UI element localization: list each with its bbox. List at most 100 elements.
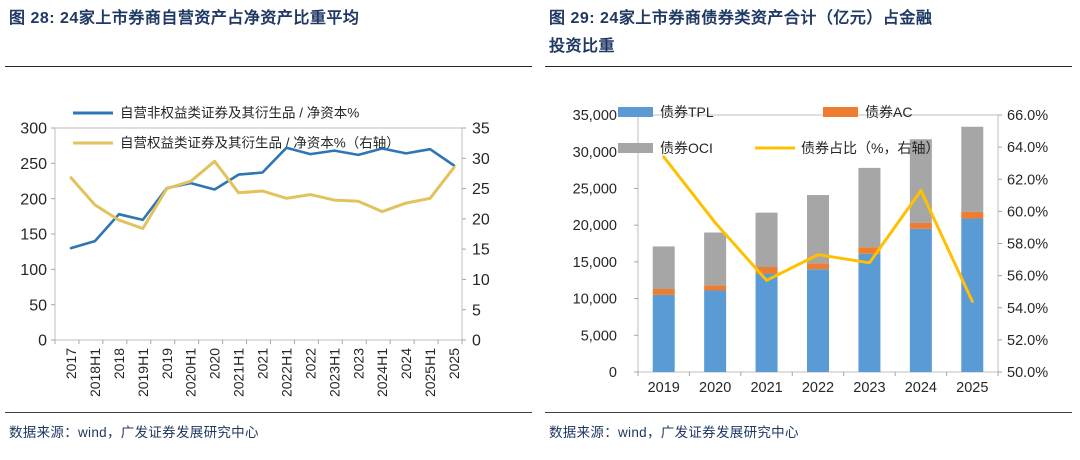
svg-text:2019H1: 2019H1: [135, 348, 151, 397]
fig29-x-labels: 2019 2020 2021 2022 2023 2024 2025: [648, 380, 989, 396]
svg-text:自营非权益类证券及其衍生品 / 净资本%: 自营非权益类证券及其衍生品 / 净资本%: [120, 105, 359, 121]
svg-text:0: 0: [609, 365, 617, 381]
figure-29-title-line2: 投资比重: [549, 38, 616, 55]
svg-text:债券AC: 债券AC: [865, 104, 912, 120]
svg-text:20,000: 20,000: [573, 218, 617, 234]
svg-text:2025H1: 2025H1: [422, 348, 438, 397]
svg-text:2024: 2024: [905, 380, 937, 396]
svg-text:2023H1: 2023H1: [326, 348, 342, 397]
figure-29-title: 图 29: 24家上市券商债券类资产合计（亿元）占金融 投资比重: [549, 5, 1070, 61]
fig29-canvas: 0 5,000 10,000 15,000 20,000 25,000 30,000 35,0…: [573, 104, 1049, 396]
figure-29-chart: 0 5,000 10,000 15,000 20,000 25,000 30,000 35,0…: [540, 75, 1080, 410]
fig28-series-1: [69, 146, 456, 250]
svg-text:2025: 2025: [956, 380, 988, 396]
svg-text:2023: 2023: [853, 380, 885, 396]
fig28-x-labels: 2017 2018H1 2018 2019H1 2019 2020H1 2020 2021H1…: [63, 348, 462, 397]
fig29-bar-2019-s1: [652, 289, 675, 295]
fig28-legend: 自营非权益类证券及其衍生品 / 净资本% 自营权益类证券及其衍生品 / 净资本%（…: [73, 105, 400, 151]
svg-text:2020H1: 2020H1: [183, 348, 199, 397]
svg-text:2019: 2019: [648, 380, 680, 396]
fig29-bar-2024-s0: [909, 228, 932, 372]
svg-text:债券占比（%，右轴）: 债券占比（%，右轴）: [801, 140, 939, 156]
figure-28-title-rule: [5, 66, 532, 67]
svg-text:2022: 2022: [802, 380, 834, 396]
svg-text:50: 50: [29, 297, 47, 314]
figure-28-title: 图 28: 24家上市券商自营资产占净资产比重平均: [9, 5, 530, 33]
svg-text:2021: 2021: [750, 380, 782, 396]
svg-text:25: 25: [472, 181, 490, 198]
svg-text:2021: 2021: [255, 348, 271, 379]
fig29-bar-2023-s2: [858, 167, 881, 248]
fig29-bar-2019-s0: [652, 294, 675, 372]
svg-text:2025: 2025: [446, 348, 462, 379]
svg-text:66.0%: 66.0%: [1007, 108, 1048, 124]
svg-text:自营权益类证券及其衍生品 / 净资本%（右轴）: 自营权益类证券及其衍生品 / 净资本%（右轴）: [120, 135, 400, 151]
fig29-bar-2023-s1: [858, 247, 881, 254]
svg-text:2024H1: 2024H1: [374, 348, 390, 397]
svg-text:0: 0: [38, 333, 47, 350]
fig29-bar-2019-s2: [652, 246, 675, 290]
svg-text:25,000: 25,000: [573, 182, 617, 198]
svg-text:2018: 2018: [111, 348, 127, 379]
svg-text:2024: 2024: [398, 348, 414, 379]
figure-29-panel: 图 29: 24家上市券商债券类资产合计（亿元）占金融 投资比重 0 5,000 1…: [540, 0, 1080, 460]
svg-text:50.0%: 50.0%: [1007, 365, 1048, 381]
svg-text:250: 250: [20, 156, 47, 173]
svg-text:2023: 2023: [350, 348, 366, 379]
fig29-bar-2025-s1: [961, 211, 984, 219]
fig29-bar-2025-s0: [961, 218, 984, 372]
fig29-bar-2022-s0: [807, 269, 829, 372]
svg-text:35: 35: [472, 121, 490, 138]
svg-text:0: 0: [472, 333, 481, 350]
svg-text:2019: 2019: [159, 348, 175, 379]
fig28-axes: 0 50 100 150 200 250 300 0 5 10 15 20 25 30 35: [20, 121, 490, 350]
fig29-bar-2020-s2: [704, 232, 727, 286]
figure-29-source-rule: [545, 412, 1072, 413]
figure-28-title-line1: 图 28: 24家上市券商自营资产占净资产比重平均: [9, 10, 360, 27]
svg-text:20: 20: [472, 211, 490, 228]
fig29-bar-2025-s2: [961, 126, 984, 212]
svg-text:30: 30: [472, 151, 490, 168]
fig29-bar-2021-s1: [755, 266, 778, 274]
svg-text:5: 5: [472, 302, 481, 319]
svg-text:2020: 2020: [699, 380, 731, 396]
svg-text:2022H1: 2022H1: [278, 348, 294, 397]
svg-text:2017: 2017: [63, 348, 79, 379]
svg-text:100: 100: [20, 262, 47, 279]
figure-28-source-rule: [5, 412, 532, 413]
svg-text:200: 200: [20, 191, 47, 208]
svg-text:10,000: 10,000: [573, 292, 617, 308]
figure-29-title-rule: [545, 66, 1072, 67]
svg-text:54.0%: 54.0%: [1007, 301, 1048, 317]
fig29-ratio-line: [662, 155, 974, 303]
fig29-bar-2024-s1: [909, 222, 932, 229]
figure-28-chart: 0 50 100 150 200 250 300 0 5 10 15 20 25 30 35 2017 2018…: [0, 75, 540, 410]
fig29-legend: 债券TPL 债券AC 债券OCI 债券占比（%，右轴）: [618, 104, 939, 156]
fig29-bar-2020-s0: [704, 290, 727, 372]
svg-text:56.0%: 56.0%: [1007, 269, 1048, 285]
svg-text:150: 150: [20, 227, 47, 244]
svg-text:58.0%: 58.0%: [1007, 237, 1048, 253]
svg-text:债券OCI: 债券OCI: [660, 140, 713, 156]
svg-text:62.0%: 62.0%: [1007, 172, 1048, 188]
svg-text:60.0%: 60.0%: [1007, 204, 1048, 220]
svg-text:2020: 2020: [207, 348, 223, 379]
figure-29-title-line1: 图 29: 24家上市券商债券类资产合计（亿元）占金融: [549, 10, 933, 27]
svg-text:2018H1: 2018H1: [87, 348, 103, 397]
fig29-bar-2021-s2: [755, 212, 778, 267]
svg-text:15,000: 15,000: [573, 255, 617, 271]
svg-text:64.0%: 64.0%: [1007, 140, 1048, 156]
figure-28-source: 数据来源：wind，广发证券发展研究中心: [9, 425, 259, 440]
svg-text:300: 300: [20, 121, 47, 138]
fig29-bar-2022-s1: [807, 263, 829, 270]
svg-text:5,000: 5,000: [581, 328, 617, 344]
fig28-series-2: [69, 159, 456, 230]
svg-text:2022: 2022: [302, 348, 318, 379]
fig29-stacked-bars: [652, 126, 984, 372]
svg-text:35,000: 35,000: [573, 108, 617, 124]
fig29-axes: 0 5,000 10,000 15,000 20,000 25,000 30,000 35,0…: [573, 108, 1049, 381]
figure-28-panel: 图 28: 24家上市券商自营资产占净资产比重平均 0 50 100 150 200 25…: [0, 5, 540, 440]
fig29-bar-2020-s1: [704, 285, 727, 291]
